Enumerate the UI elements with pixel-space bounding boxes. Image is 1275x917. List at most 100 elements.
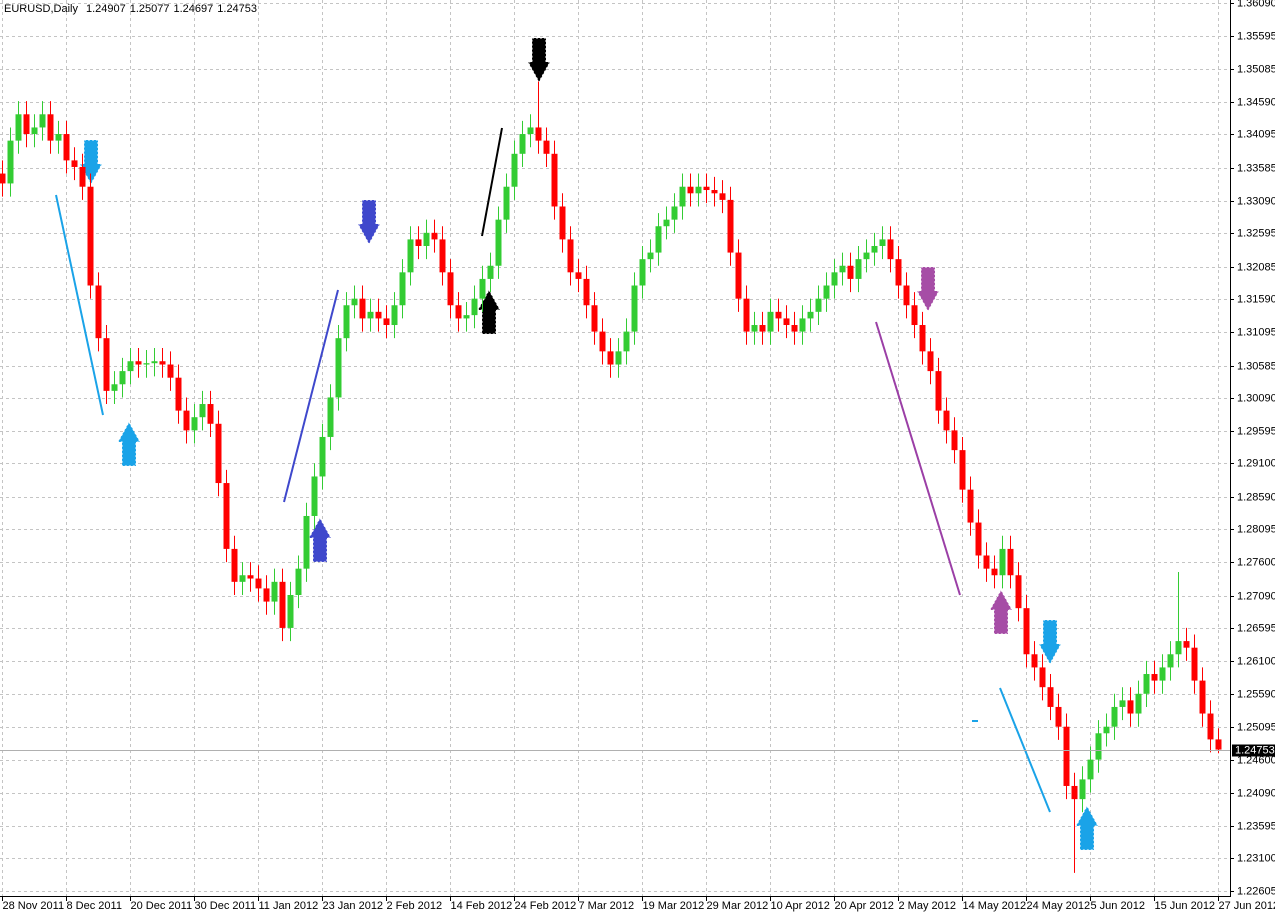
candle-body	[1103, 726, 1110, 734]
y-tick-label: 1.22605	[1237, 885, 1275, 897]
x-tick-label: 29 Mar 2012	[707, 900, 769, 912]
candle-body	[455, 305, 462, 319]
grid	[0, 0, 1230, 896]
candle-body	[1199, 680, 1206, 714]
candle-body	[1135, 693, 1142, 714]
candle-body	[1063, 726, 1070, 786]
candle-body	[647, 252, 654, 260]
candle-body	[343, 305, 350, 339]
candle-body	[855, 259, 862, 279]
candle-body	[583, 278, 590, 306]
candle-body	[359, 298, 366, 319]
candle-body	[1087, 759, 1094, 780]
y-tick-label: 1.25095	[1237, 721, 1275, 733]
x-tick-label: 24 May 2012	[1027, 900, 1091, 912]
x-tick-label: 15 Jun 2012	[1155, 900, 1216, 912]
candle-body	[47, 114, 54, 141]
candle-body	[1071, 785, 1078, 800]
candle-body	[727, 199, 734, 253]
candle-body	[663, 219, 670, 227]
candle-body	[743, 298, 750, 332]
candle-body	[943, 410, 950, 431]
candle-body	[55, 134, 62, 141]
candle-body	[703, 186, 710, 191]
candle-body	[503, 186, 510, 220]
candle-body	[863, 252, 870, 260]
y-tick-label: 1.32085	[1237, 261, 1275, 273]
candle-body	[103, 338, 110, 391]
candle-body	[247, 575, 254, 579]
candle-body	[415, 239, 422, 246]
candle-body	[319, 436, 326, 477]
candle-body	[1039, 667, 1046, 688]
candle-body	[695, 186, 702, 194]
trend-line	[875, 321, 961, 596]
last-close: 1.24753	[217, 3, 257, 15]
candle-body	[1055, 706, 1062, 727]
candle-body	[431, 232, 438, 240]
candle-body	[895, 259, 902, 286]
candle-body	[335, 338, 342, 398]
signal-arrow	[1038, 619, 1062, 666]
candle-body	[847, 265, 854, 279]
candle-body	[1031, 654, 1038, 668]
x-tick-label: 2 May 2012	[899, 900, 956, 912]
signal-arrow	[117, 420, 141, 467]
x-tick-label: 24 Feb 2012	[515, 900, 577, 912]
candle-body	[39, 114, 46, 128]
candle-body	[239, 575, 246, 582]
y-tick-label: 1.33090	[1237, 195, 1275, 207]
candle-body	[671, 206, 678, 220]
x-tick-label: 27 Jun 2012	[1219, 900, 1275, 912]
candle-body	[399, 272, 406, 306]
y-tick-label: 1.27600	[1237, 556, 1275, 568]
trend-line	[55, 194, 104, 416]
candle-body	[351, 298, 358, 306]
x-tick-label: 5 Jun 2012	[1091, 900, 1145, 912]
y-tick-label: 1.30090	[1237, 392, 1275, 404]
x-tick-label: 14 May 2012	[963, 900, 1027, 912]
candle-body	[1183, 641, 1190, 648]
candle-body	[191, 417, 198, 431]
candle-body	[479, 278, 486, 299]
y-tick-label: 1.36090	[1237, 0, 1275, 9]
y-tick-label: 1.34590	[1237, 96, 1275, 108]
candle-body	[959, 450, 966, 490]
candle-body	[591, 305, 598, 332]
candle-body	[567, 239, 574, 273]
candle-body	[303, 515, 310, 569]
y-tick-label: 1.26100	[1237, 655, 1275, 667]
candle-body	[879, 239, 886, 246]
y-tick-label: 1.30585	[1237, 360, 1275, 372]
y-tick-label: 1.24600	[1237, 754, 1275, 766]
candle-body	[559, 206, 566, 240]
candle-body	[0, 173, 6, 184]
candle-body	[111, 384, 118, 391]
candle-body	[983, 555, 990, 569]
candle-body	[1207, 713, 1214, 740]
x-tick-label: 7 Mar 2012	[579, 900, 635, 912]
y-tick-label: 1.33585	[1237, 162, 1275, 174]
candle-body	[391, 305, 398, 326]
candle-body	[607, 351, 614, 365]
candle-body	[1007, 548, 1014, 576]
candle-body	[735, 252, 742, 299]
candle-body	[687, 186, 694, 194]
signal-arrow	[477, 288, 501, 335]
candle-body	[991, 568, 998, 576]
candle-body	[271, 581, 278, 602]
x-tick-label: 23 Jan 2012	[323, 900, 384, 912]
signal-arrow	[527, 37, 551, 84]
candle-body	[871, 245, 878, 253]
candle-body	[511, 153, 518, 187]
candle-body	[951, 430, 958, 451]
candle-body	[887, 239, 894, 260]
candle-body	[527, 127, 534, 135]
y-tick-label: 1.35595	[1237, 30, 1275, 42]
candle-body	[143, 363, 150, 365]
candle-body	[831, 272, 838, 286]
y-tick-label: 1.28590	[1237, 491, 1275, 503]
last-low: 1.24697	[174, 3, 214, 15]
candle-body	[23, 114, 30, 135]
